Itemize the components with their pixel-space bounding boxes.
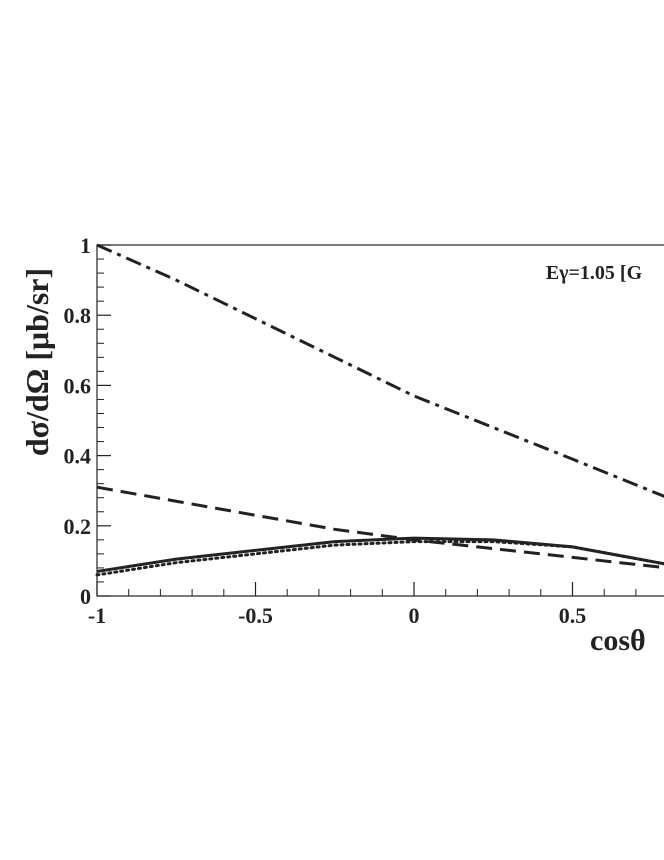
y-tick-label: 0 (80, 584, 91, 609)
series-line (95, 540, 664, 577)
y-tick-label: 0.2 (64, 514, 92, 539)
y-tick-label: 0.8 (64, 303, 92, 328)
series-line (96, 243, 664, 498)
x-tick-label: 0 (409, 603, 420, 628)
y-tick-label: 0.6 (64, 373, 92, 398)
y-tick-label: 1 (80, 233, 91, 258)
x-tick-label: 0.5 (559, 603, 587, 628)
x-tick-label: -1 (88, 603, 106, 628)
x-tick-label: -0.5 (238, 603, 273, 628)
annotation: Eγ=1.05 [G (546, 262, 643, 284)
x-axis-label: cosθ (590, 624, 646, 657)
y-axis-label: dσ/dΩ [μb/sr] (19, 268, 55, 456)
series-line (96, 485, 664, 570)
y-tick-label: 0.4 (64, 444, 92, 469)
